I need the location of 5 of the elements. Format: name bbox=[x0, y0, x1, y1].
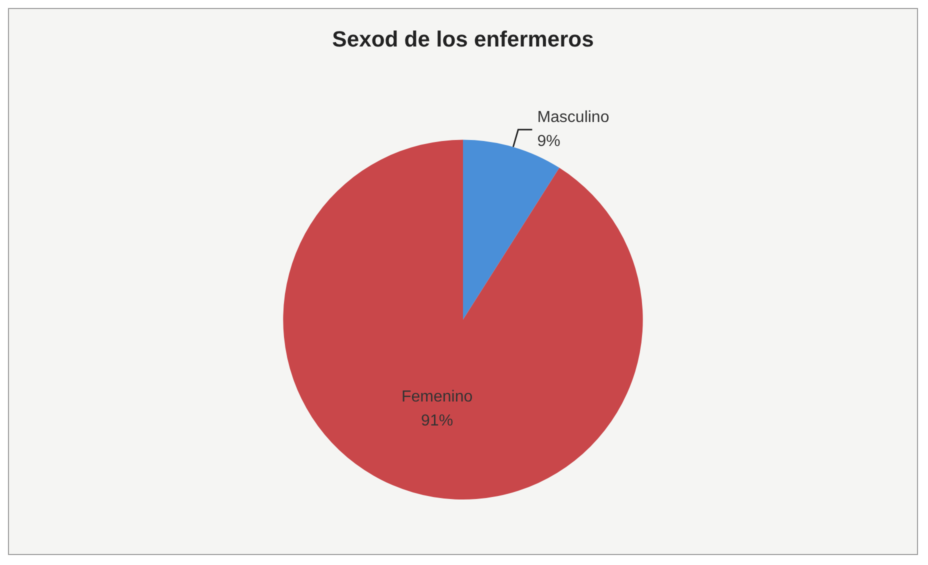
chart-title: Sexod de los enfermeros bbox=[332, 26, 594, 52]
slice-label: Masculino bbox=[537, 109, 610, 126]
slice-label: Femenino bbox=[401, 388, 473, 406]
data-label: 91% bbox=[421, 412, 454, 430]
data-label: 9% bbox=[537, 133, 560, 150]
